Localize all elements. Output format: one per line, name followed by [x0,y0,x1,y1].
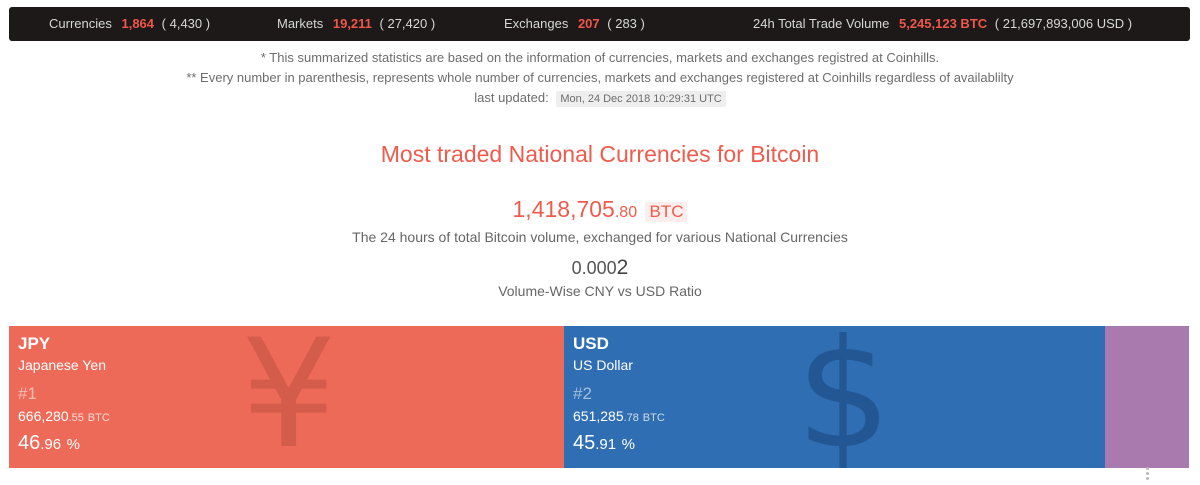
currency-share-int: 45 [573,432,596,454]
stats-notes: * This summarized statistics are based o… [0,48,1200,108]
stat-exchanges[interactable]: Exchanges 207 ( 283 ) [504,7,645,41]
stat-exchanges-value: 207 [577,16,600,31]
stat-exchanges-label: Exchanges [504,16,569,31]
ratio-value: 0.0002 [0,256,1200,280]
stat-currencies-label: Currencies [49,16,112,31]
total-volume-unit: BTC [645,202,688,222]
currency-rank: #1 [18,384,37,403]
currency-volume-int: 666,280 [18,408,69,424]
currency-volume-int: 651,285 [573,408,624,424]
stats-bar: Currencies 1,864 ( 4,430 ) Markets 19,21… [9,7,1190,41]
ratio-prefix: 0.000 [571,258,617,278]
last-updated: last updated: Mon, 24 Dec 2018 10:29:31 … [0,88,1200,108]
yen-icon: ¥ [241,326,337,468]
currency-volume-dec: .55 [68,412,84,424]
currency-share-unit: % [621,436,636,453]
currency-code: JPY [18,334,51,353]
stat-volume-value: 5,245,123 BTC [898,16,988,31]
page-title: Most traded National Currencies for Bitc… [380,141,820,167]
currency-tile-other[interactable] [1105,326,1189,468]
currency-volume-dec: .78 [623,412,639,424]
currency-rank: #2 [573,384,592,403]
total-volume-desc: The 24 hours of total Bitcoin volume, ex… [352,229,848,245]
ratio-desc: Volume-Wise CNY vs USD Ratio [498,283,702,299]
note-line-1: * This summarized statistics are based o… [260,50,940,65]
stat-markets[interactable]: Markets 19,211 ( 27,420 ) [277,7,435,41]
stat-exchanges-total: ( 283 ) [607,16,645,31]
total-volume-int: 1,418,705 [512,196,615,222]
currency-share-unit: % [66,436,81,453]
currency-volume-unit: BTC [87,412,110,424]
currency-volume: 651,285.78 BTC [573,408,665,424]
currency-share: 46.96 % [18,432,80,455]
currency-share-dec: .96 [40,436,62,453]
stat-markets-label: Markets [277,16,324,31]
currency-share: 45.91 % [573,432,635,455]
more-dots-icon[interactable] [1146,467,1149,482]
currency-volume-unit: BTC [642,412,665,424]
currency-share-int: 46 [18,432,41,454]
currency-tile-usd[interactable]: $ USD US Dollar #2 651,285.78 BTC 45.91 … [564,326,1105,468]
stat-volume[interactable]: 24h Total Trade Volume 5,245,123 BTC ( 2… [753,7,1132,41]
dollar-icon: $ [796,326,892,468]
currency-code: USD [573,334,609,353]
ratio-last: 2 [616,256,629,279]
currency-name: US Dollar [573,357,633,373]
last-updated-label: last updated: [474,90,549,105]
stat-markets-total: ( 27,420 ) [379,16,436,31]
currency-name: Japanese Yen [18,357,106,373]
stat-markets-value: 19,211 [332,16,372,31]
currency-tile-jpy[interactable]: ¥ JPY Japanese Yen #1 666,280.55 BTC 46.… [9,326,564,468]
stat-volume-label: 24h Total Trade Volume [753,16,890,31]
stat-currencies-total: ( 4,430 ) [161,16,211,31]
currency-share-dec: .91 [595,436,617,453]
note-line-2: ** Every number in parenthesis, represen… [186,70,1014,85]
stat-volume-total: ( 21,697,893,006 USD ) [994,16,1133,31]
total-volume: 1,418,705.80 BTC [0,196,1200,223]
currency-volume: 666,280.55 BTC [18,408,110,424]
stat-currencies[interactable]: Currencies 1,864 ( 4,430 ) [49,7,210,41]
total-volume-dec: .80 [614,204,638,221]
stat-currencies-value: 1,864 [121,16,155,31]
last-updated-value: Mon, 24 Dec 2018 10:29:31 UTC [556,91,726,107]
